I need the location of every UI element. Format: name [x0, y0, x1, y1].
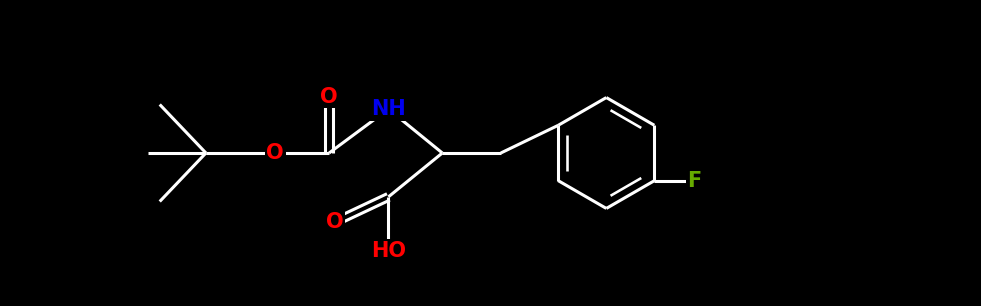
Text: O: O — [321, 87, 337, 107]
Text: O: O — [326, 212, 343, 232]
Text: O: O — [267, 143, 284, 163]
Text: HO: HO — [371, 241, 406, 261]
Text: NH: NH — [371, 99, 406, 119]
Text: F: F — [688, 171, 701, 191]
